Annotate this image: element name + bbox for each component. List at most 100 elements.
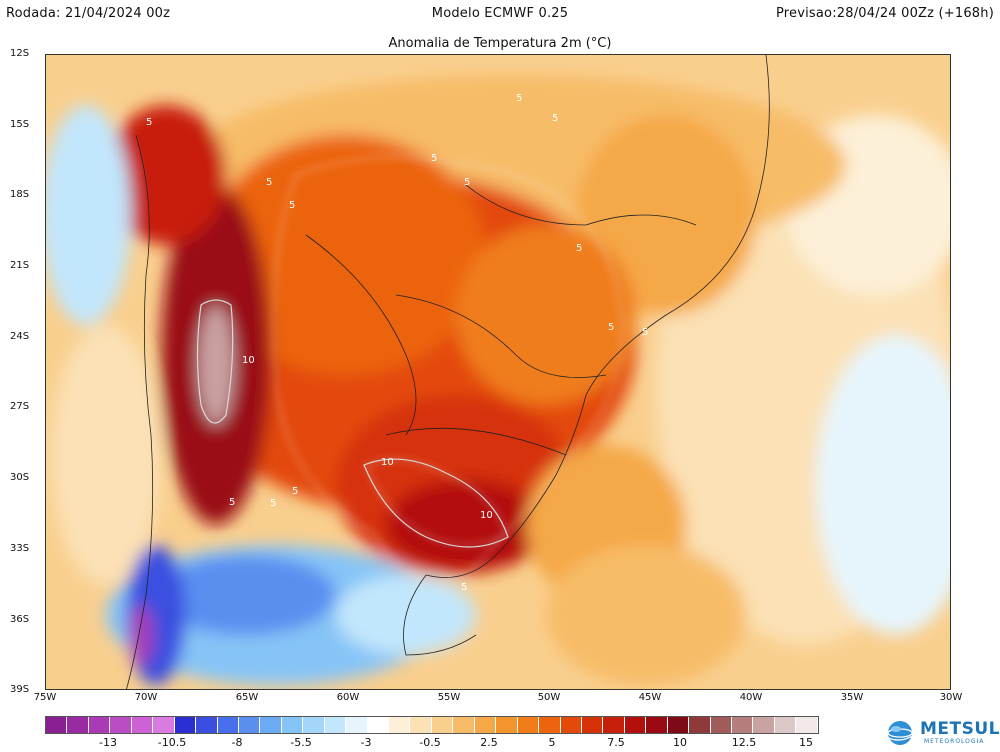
color-scale-bar (45, 716, 819, 734)
contour-label: 10 (480, 510, 493, 521)
contour-label: 5 (608, 322, 614, 333)
colorbar-cell (796, 717, 818, 733)
contour-label-group: 5 5 5 5 5 5 5 5 5 5 10 10 10 5 5 5 5 (146, 93, 648, 593)
colorbar-cell (174, 717, 197, 733)
colorbar-cell (774, 717, 797, 733)
colorbar-tick: 7.5 (607, 736, 625, 749)
anomaly-field: 5 5 5 5 5 5 5 5 5 5 10 10 10 5 5 5 5 (46, 55, 950, 689)
lat-label: 36S (10, 614, 30, 625)
colorbar-tick: 2.5 (480, 736, 498, 749)
colorbar-cell (367, 717, 389, 733)
logo-text: METSUL (920, 719, 1000, 739)
contour-label: 5 (289, 200, 295, 211)
contour-label: 5 (270, 498, 276, 509)
colorbar-tick: -10.5 (157, 736, 187, 749)
colorbar-cell (710, 717, 732, 733)
colorbar-cell (238, 717, 261, 733)
lon-label: 60W (336, 692, 360, 703)
colorbar-tick: -3 (360, 736, 372, 749)
contour-label: 5 (229, 497, 235, 508)
colorbar-tick: 10 (673, 736, 687, 749)
colorbar-cell (67, 717, 89, 733)
lat-label: 27S (10, 401, 30, 412)
lat-label: 18S (10, 189, 30, 200)
colorbar-cell (753, 717, 775, 733)
colorbar-cell (474, 717, 497, 733)
colorbar-tick: -5.5 (290, 736, 312, 749)
colorbar-cell (217, 717, 239, 733)
model-label: Modelo ECMWF 0.25 (431, 6, 569, 21)
lat-label: 15S (10, 119, 30, 130)
contour-label: 5 (266, 177, 272, 188)
colorbar-cell (303, 717, 325, 733)
map-title: Anomalia de Temperatura 2m (°C) (388, 36, 612, 51)
colorbar-cell (389, 717, 411, 733)
colorbar-cell (732, 717, 754, 733)
contour-label: 5 (576, 243, 582, 254)
colorbar-cell (689, 717, 711, 733)
contour-label: 5 (146, 117, 152, 128)
colorbar-cell (346, 717, 368, 733)
colorbar-cell (496, 717, 518, 733)
contour-label: 10 (381, 457, 394, 468)
logo-subtext: METEOROLOGIA (924, 738, 985, 745)
lat-label: 21S (10, 260, 30, 271)
colorbar-cell (46, 717, 68, 733)
borders (126, 55, 770, 689)
contour-label: 5 (431, 153, 437, 164)
colorbar-cell (624, 717, 647, 733)
colorbar-tick: -0.5 (419, 736, 441, 749)
globe-icon (885, 721, 915, 745)
contour-label: 5 (516, 93, 522, 104)
lon-label: 55W (437, 692, 461, 703)
colorbar-tick: 15 (799, 736, 813, 749)
colorbar-cell (517, 717, 540, 733)
contour-label: 10 (242, 355, 255, 366)
contour-label: 5 (642, 327, 648, 338)
colorbar-cell (88, 717, 111, 733)
colorbar-cell (539, 717, 561, 733)
colorbar-cell (131, 717, 154, 733)
colorbar-tick: -13 (99, 736, 117, 749)
colorbar-cell (196, 717, 218, 733)
lat-label: 24S (10, 331, 30, 342)
colorbar-cell (281, 717, 304, 733)
lon-label: 70W (134, 692, 158, 703)
lon-label: 75W (33, 692, 57, 703)
colorbar-cell (153, 717, 175, 733)
colorbar-cell (260, 717, 282, 733)
lon-label: 35W (840, 692, 864, 703)
contour-lines-crisp (196, 299, 509, 548)
contour-label: 5 (461, 582, 467, 593)
temperature-anomaly-map: 5 5 5 5 5 5 5 5 5 5 10 10 10 5 5 5 5 (45, 54, 951, 690)
colorbar-cell (603, 717, 625, 733)
colorbar-cell (646, 717, 668, 733)
colorbar-cell (110, 717, 132, 733)
lon-label: 40W (739, 692, 763, 703)
colorbar-cell (581, 717, 604, 733)
colorbar-tick: -8 (231, 736, 243, 749)
colorbar-tick: 5 (548, 736, 556, 749)
lat-label: 30S (10, 472, 30, 483)
colorbar-cell (324, 717, 347, 733)
colorbar-cell (453, 717, 475, 733)
run-label: Rodada: 21/04/2024 00z (6, 6, 171, 21)
lat-label: 39S (10, 684, 30, 695)
lon-label: 50W (537, 692, 561, 703)
forecast-label: Previsao:28/04/24 00Zz (+168h) (775, 6, 994, 21)
metsul-logo: METSUL METEOROLOGIA (882, 718, 1000, 748)
lon-label: 45W (638, 692, 662, 703)
colorbar-cell (560, 717, 582, 733)
contour-label: 5 (552, 113, 558, 124)
colorbar-cell (431, 717, 454, 733)
lon-label: 65W (235, 692, 259, 703)
colorbar-tick: 12.5 (731, 736, 757, 749)
contour-label: 5 (464, 177, 470, 188)
lon-label: 30W (939, 692, 963, 703)
lat-label: 12S (10, 48, 30, 59)
anomaly-blobs (46, 75, 950, 685)
colorbar-cell (410, 717, 432, 733)
lat-label: 33S (10, 543, 30, 554)
colorbar-cell (667, 717, 690, 733)
contour-label: 5 (292, 486, 298, 497)
